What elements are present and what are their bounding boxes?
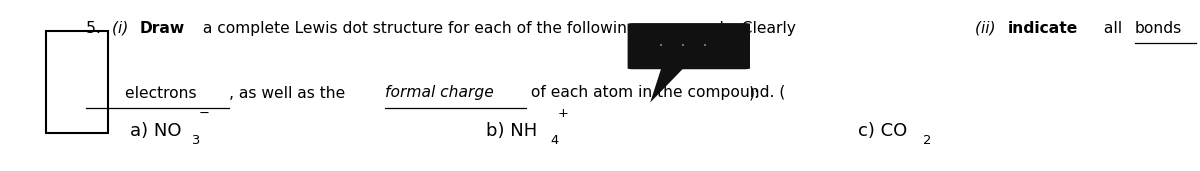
Text: (i): (i): [112, 21, 133, 36]
Text: 4: 4: [551, 134, 559, 147]
Text: bonds: bonds: [1135, 21, 1182, 36]
Text: , as well as the: , as well as the: [229, 86, 350, 101]
Text: Draw: Draw: [139, 21, 185, 36]
Text: •: •: [703, 43, 707, 49]
Text: a complete Lewis dot structure for each of the following compounds. Clearly: a complete Lewis dot structure for each …: [198, 21, 800, 36]
Text: of each atom in the compound. (: of each atom in the compound. (: [526, 86, 785, 101]
Bar: [46, 31, 108, 133]
Text: all: all: [1099, 21, 1127, 36]
Text: electrons: electrons: [86, 86, 197, 101]
Text: •: •: [659, 43, 664, 49]
Text: and: and: [1195, 21, 1200, 36]
Text: c) CO: c) CO: [858, 122, 907, 140]
Text: −: −: [199, 107, 210, 120]
Text: b) NH: b) NH: [486, 122, 538, 140]
Text: (ii): (ii): [976, 21, 1001, 36]
Text: 5.: 5.: [86, 21, 106, 36]
Text: formal charge: formal charge: [385, 86, 494, 101]
Text: a) NO: a) NO: [130, 122, 181, 140]
Polygon shape: [650, 68, 683, 103]
Text: indicate: indicate: [1008, 21, 1079, 36]
Text: +: +: [558, 107, 569, 120]
FancyBboxPatch shape: [628, 23, 750, 69]
Text: 2: 2: [923, 134, 931, 147]
Text: ):: ):: [749, 86, 760, 101]
Text: 3: 3: [192, 134, 199, 147]
Text: •: •: [682, 43, 685, 49]
